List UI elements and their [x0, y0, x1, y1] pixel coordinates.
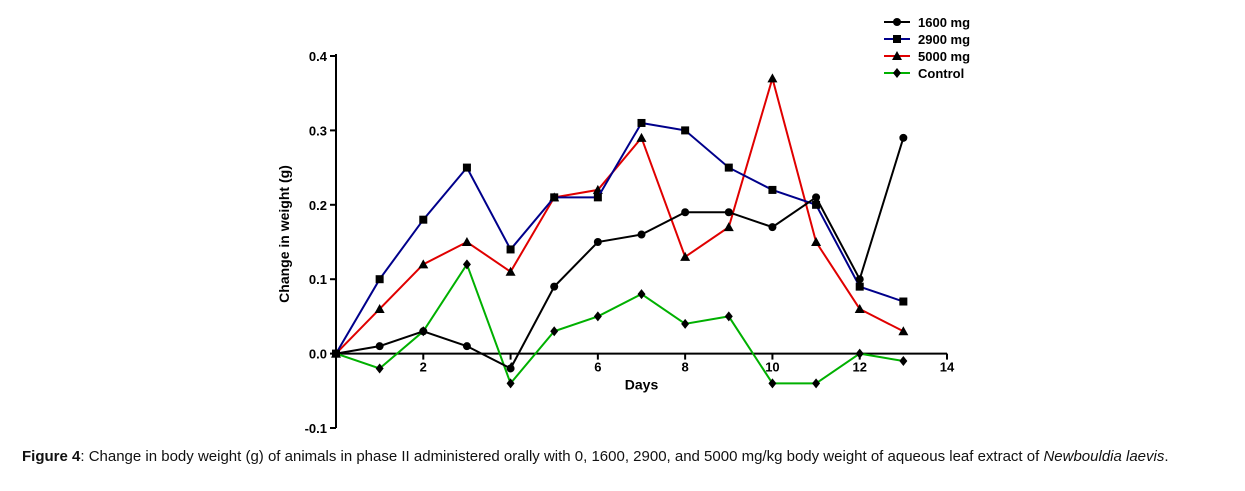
data-point	[680, 251, 691, 261]
data-point	[855, 348, 864, 359]
series-control	[332, 259, 908, 389]
data-point	[462, 163, 471, 172]
data-point	[374, 303, 385, 313]
y-axis-label: Change in weight (g)	[276, 165, 292, 303]
data-point	[899, 133, 908, 142]
data-point	[462, 342, 471, 351]
legend-item: 1600 mg	[884, 15, 970, 30]
chart-legend: 1600 mg 2900 mg 5000 mg Control	[884, 15, 970, 81]
chart-series	[331, 73, 909, 389]
legend-item: 2900 mg	[884, 32, 970, 47]
y-tick-label: 0.4	[309, 49, 328, 64]
data-point	[724, 163, 733, 172]
data-point	[681, 318, 690, 329]
data-point	[593, 311, 602, 322]
data-point	[724, 311, 733, 322]
data-point	[462, 259, 471, 270]
data-point	[637, 289, 646, 300]
series-line	[335, 262, 904, 386]
data-point	[768, 185, 777, 194]
legend-marker	[893, 35, 901, 43]
legend-item: Control	[884, 66, 964, 81]
data-point	[419, 215, 428, 224]
series-line	[335, 74, 904, 355]
figure-label: Figure 4	[22, 448, 81, 465]
data-point	[550, 193, 559, 202]
data-point	[768, 223, 777, 232]
x-tick-label: 12	[852, 360, 866, 375]
data-point	[899, 297, 908, 306]
x-tick-label: 2	[420, 360, 427, 375]
y-tick-label: 0.3	[309, 123, 327, 138]
data-point	[593, 193, 602, 202]
data-point	[375, 275, 384, 284]
x-tick-label: 8	[682, 360, 689, 375]
data-point	[724, 208, 733, 217]
y-tick-label: 0.2	[309, 198, 327, 213]
data-point	[855, 275, 864, 284]
caption-end: .	[1164, 448, 1169, 465]
line-chart: -0.10.00.10.20.30.42468101214 1600 mg290…	[276, 15, 970, 436]
data-point	[332, 349, 340, 358]
legend-label: 5000 mg	[918, 49, 970, 64]
data-point	[681, 126, 690, 135]
x-tick-label: 14	[940, 360, 955, 375]
species-name: Newbouldia laevis	[1043, 448, 1165, 465]
data-point	[767, 73, 778, 83]
data-point	[812, 193, 821, 202]
data-point	[419, 327, 428, 336]
data-point	[899, 356, 908, 367]
data-point	[855, 282, 864, 291]
x-tick-label: 6	[594, 360, 601, 375]
data-point	[418, 259, 429, 269]
y-tick-label: 0.1	[309, 272, 327, 287]
y-tick-label: 0.0	[309, 347, 327, 362]
chart-axes: -0.10.00.10.20.30.42468101214	[305, 49, 955, 436]
legend-marker	[893, 18, 901, 26]
legend-marker	[893, 68, 901, 78]
data-point	[506, 378, 515, 389]
legend-item: 5000 mg	[884, 49, 970, 64]
legend-label: 1600 mg	[918, 15, 970, 30]
data-point	[854, 303, 865, 313]
data-point	[637, 118, 646, 127]
data-point	[812, 200, 821, 209]
figure-caption: Figure 4: Change in body weight (g) of a…	[22, 448, 1237, 466]
data-point	[505, 266, 516, 276]
data-point	[375, 342, 384, 351]
data-point	[811, 237, 822, 246]
data-point	[375, 363, 384, 374]
data-point	[506, 364, 515, 373]
x-axis-label: Days	[625, 377, 659, 393]
legend-label: Control	[918, 66, 964, 81]
data-point	[593, 238, 602, 246]
legend-marker	[892, 51, 902, 60]
caption-text: : Change in body weight (g) of animals i…	[80, 448, 1044, 465]
series-1600-mg	[332, 133, 908, 373]
data-point	[898, 326, 909, 336]
data-point	[637, 230, 646, 239]
series-line	[335, 137, 905, 370]
y-tick-label: -0.1	[305, 421, 327, 436]
data-point	[550, 282, 559, 291]
data-point	[681, 208, 690, 217]
data-point	[768, 378, 777, 389]
data-point	[723, 222, 734, 232]
data-point	[461, 237, 472, 246]
data-point	[506, 245, 515, 254]
data-point	[550, 326, 559, 337]
legend-label: 2900 mg	[918, 32, 970, 47]
x-tick-label: 10	[765, 360, 779, 375]
data-point	[812, 378, 821, 389]
data-point	[636, 132, 647, 142]
